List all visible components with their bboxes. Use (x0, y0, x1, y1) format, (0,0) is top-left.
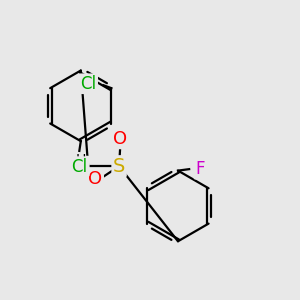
Text: H: H (76, 153, 86, 167)
Text: O: O (88, 170, 103, 188)
Text: Cl: Cl (81, 75, 97, 93)
Text: O: O (113, 130, 128, 148)
Text: Cl: Cl (71, 158, 87, 176)
Text: F: F (195, 160, 205, 178)
Text: N: N (75, 157, 88, 175)
Text: S: S (113, 157, 125, 176)
